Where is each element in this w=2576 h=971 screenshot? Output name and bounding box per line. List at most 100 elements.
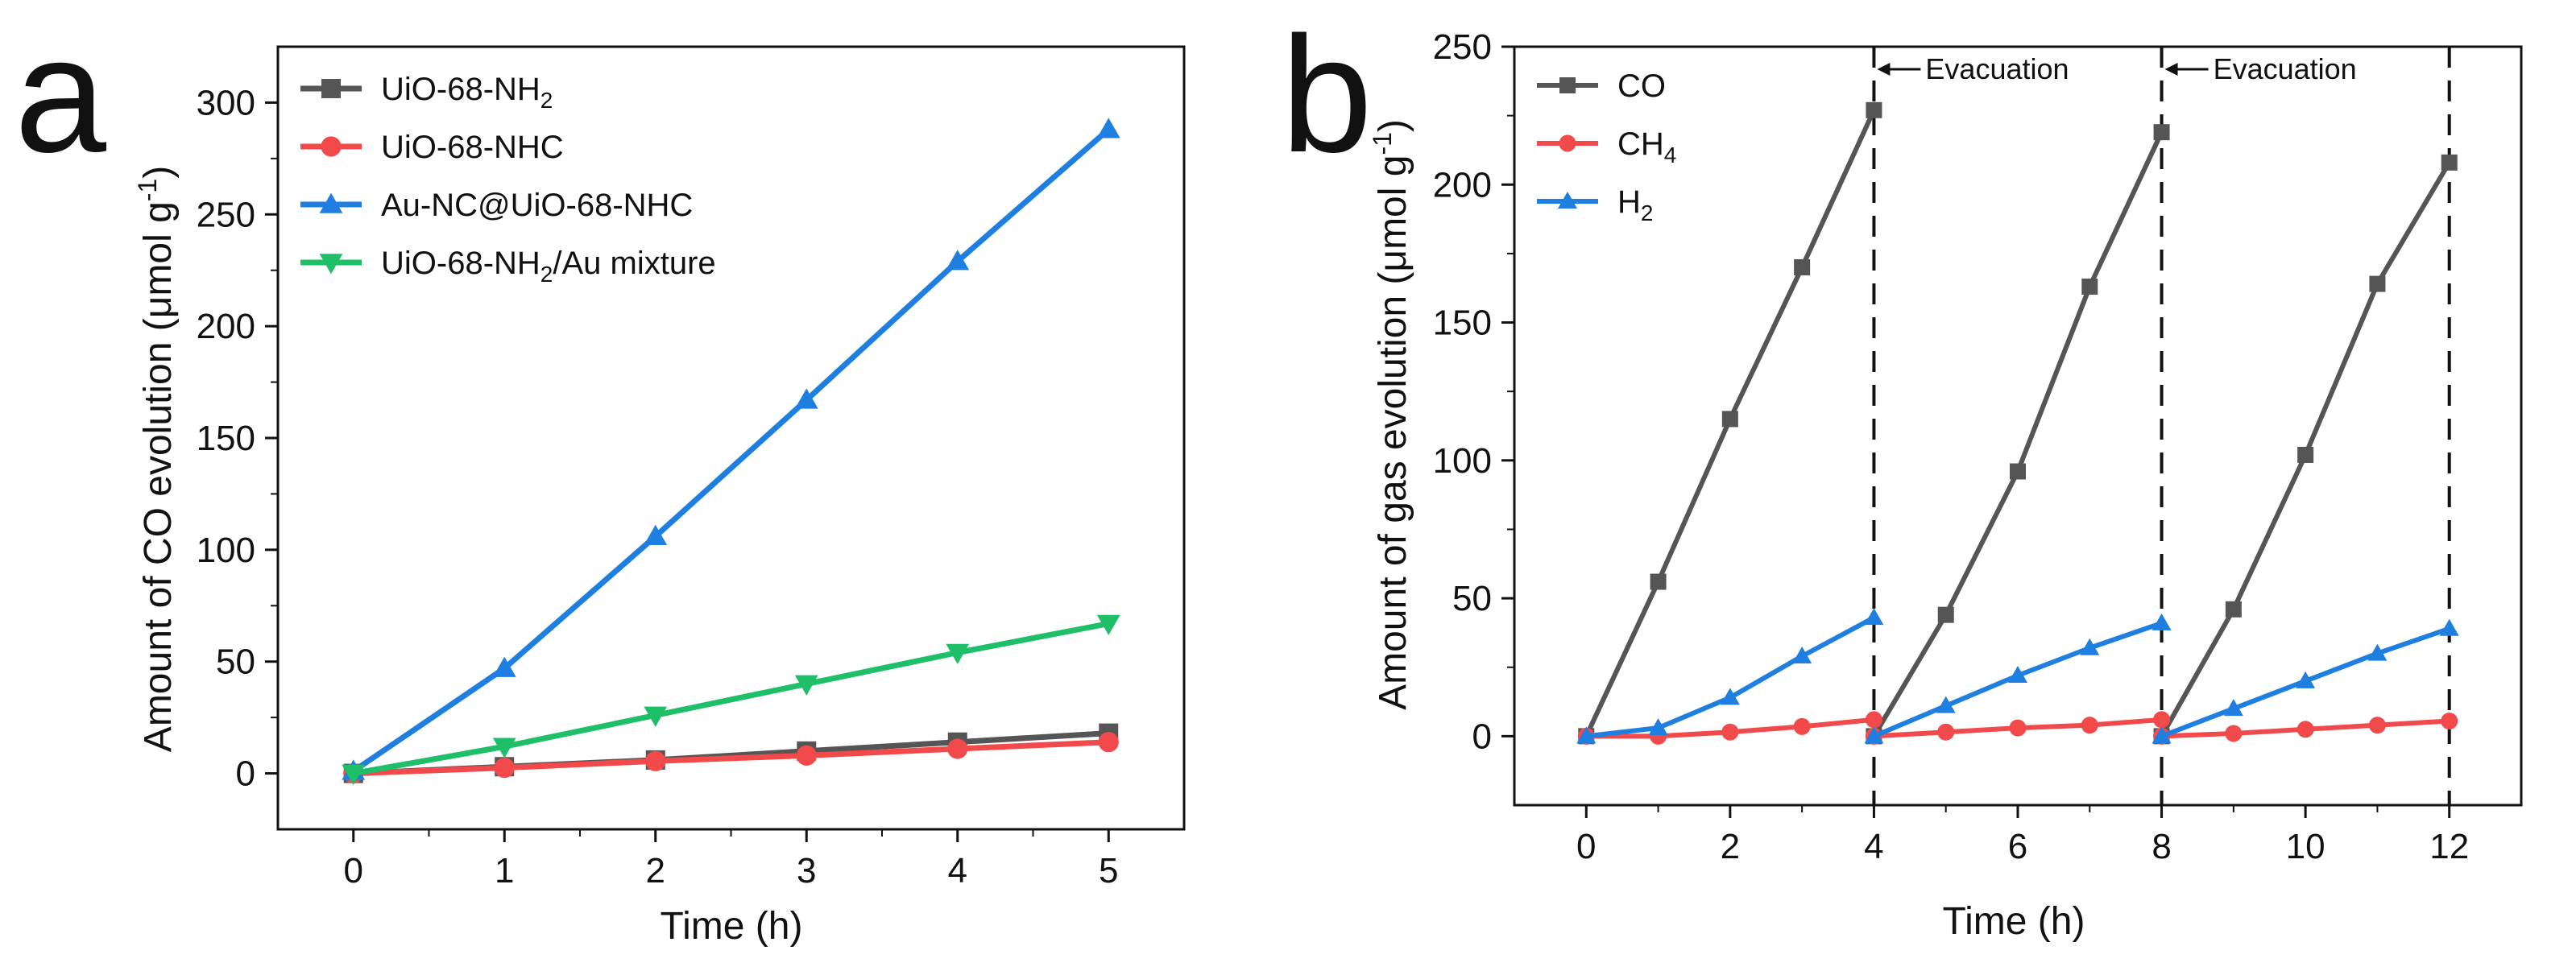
data-point-CO: [1721, 411, 1738, 428]
data-point-CH4: [1721, 723, 1739, 741]
data-point-H2: [1576, 726, 1597, 744]
data-point-CO: [2441, 154, 2458, 171]
data-point-UiO-68-NHC: [1098, 732, 1119, 753]
data-point-H2: [2151, 613, 2172, 630]
data-point-UiO-68-NH2/Au mixture: [342, 764, 366, 785]
panel-b: b 0 2 4 6 8 10 12 0 50 100 150 200 250 Evacuation Evac…: [1281, 2, 2523, 943]
data-point-UiO-68-NH2/Au mixture: [644, 706, 668, 727]
x-axis-title-a: Time (h): [661, 905, 803, 948]
data-point-UiO-68-NHC: [645, 750, 666, 771]
data-point-H2: [1864, 608, 1884, 626]
y-tick-label-a: 100: [197, 531, 255, 570]
data-point-CO: [2369, 275, 2386, 292]
data-point-H2: [2367, 643, 2388, 661]
annotation-text-1: Evacuation: [2214, 52, 2357, 85]
y-tick-label-b: 50: [1452, 579, 1492, 618]
data-point-UiO-68-NH2/Au mixture: [1096, 614, 1120, 635]
data-point-CH4: [1793, 717, 1811, 735]
data-point-UiO-68-NHC: [494, 758, 515, 779]
legend-label-CO: CO: [1617, 68, 1666, 104]
annotation-text-0: Evacuation: [1925, 52, 2069, 85]
x-tick-label-b: 10: [2286, 827, 2325, 866]
data-point-CH4: [2225, 725, 2243, 742]
legend-label-Au-NC@UiO-68-NHC: Au-NC@UiO-68-NHC: [381, 188, 693, 223]
data-point-H2: [2296, 671, 2316, 688]
x-tick-label-b: 6: [2008, 827, 2027, 866]
series-line-UiO-68-NHC: [353, 739, 1109, 777]
data-point-CO: [2297, 446, 2314, 463]
y-tick-label-b: 150: [1433, 304, 1492, 343]
data-point-CH4: [2081, 717, 2098, 734]
legend-marker-CH4: [1559, 134, 1576, 152]
data-point-CH4: [2009, 719, 2027, 737]
data-point-H2: [2151, 726, 2172, 744]
legend-label-H2: H2: [1617, 184, 1653, 225]
y-tick-label-b: 100: [1433, 441, 1492, 481]
series-line-UiO-68-NH2/Au mixture: [353, 621, 1109, 777]
data-point-CH4: [2441, 713, 2458, 730]
legend-label-UiO-68-NH2/Au mixture: UiO-68-NH2/Au mixture: [381, 246, 716, 287]
data-point-UiO-68-NHC: [796, 745, 817, 766]
annotation-arrow-head: [1877, 63, 1891, 76]
data-point-H2: [1936, 696, 1956, 713]
legend-label-UiO-68-NH2: UiO-68-NH2: [381, 72, 553, 113]
y-tick-label-a: 250: [197, 195, 255, 234]
y-tick-label-b: 0: [1472, 717, 1492, 756]
data-point-H2: [2080, 638, 2100, 655]
y-tick-label-b: 250: [1433, 27, 1492, 67]
data-point-CO: [1794, 259, 1811, 276]
data-point-Au-NC@UiO-68-NHC: [794, 388, 818, 409]
plot-b-area: 0 2 4 6 8 10 12 0 50 100 150 200 250 Evacuation Evacua…: [1433, 27, 2523, 866]
y-axis-title-b-main: Amount of gas evolution (μmol g: [1372, 155, 1414, 710]
data-point-Au-NC@UiO-68-NHC: [644, 524, 668, 545]
legend-marker-UiO-68-NHC: [321, 136, 342, 157]
y-tick-label-a: 0: [236, 754, 255, 794]
data-point-Au-NC@UiO-68-NHC: [946, 250, 970, 271]
x-tick-label-a: 2: [646, 851, 665, 890]
x-tick-label-a: 3: [797, 851, 816, 890]
series-line-CO: [1871, 130, 2164, 738]
legend-marker-UiO-68-NH2/Au mixture: [319, 254, 343, 275]
data-point-UiO-68-NHC: [947, 738, 968, 759]
y-axis-title-b: Amount of gas evolution (μmol g-1): [1368, 119, 1414, 710]
x-tick-label-a: 4: [948, 851, 967, 890]
y-tick-label-a: 50: [216, 643, 255, 682]
x-tick-label-b: 0: [1576, 827, 1596, 866]
data-point-CH4: [2296, 721, 2314, 738]
series-line-Au-NC@UiO-68-NHC: [351, 127, 1111, 774]
legend-marker-Au-NC@UiO-68-NHC: [319, 192, 343, 213]
data-point-CO: [2225, 601, 2242, 618]
data-point-CO: [1650, 573, 1667, 590]
series-line-H2: [1585, 615, 1875, 739]
data-point-H2: [2008, 666, 2027, 684]
x-tick-label-b: 2: [1721, 827, 1740, 866]
data-point-Au-NC@UiO-68-NHC: [1096, 118, 1120, 138]
data-point-H2: [1648, 718, 1668, 736]
data-point-UiO-68-NH2/Au mixture: [794, 675, 818, 696]
legend-marker-CO: [1559, 77, 1576, 93]
annotation-arrow-head: [2164, 63, 2178, 76]
data-point-CO: [1937, 606, 1954, 623]
x-axis-title-b: Time (h): [1943, 900, 2085, 943]
y-tick-label-a: 300: [197, 83, 255, 122]
data-point-UiO-68-NH2/Au mixture: [492, 738, 516, 758]
data-point-CH4: [2368, 717, 2386, 734]
x-tick-label-a: 0: [344, 851, 363, 890]
x-tick-label-b: 12: [2429, 827, 2469, 866]
y-axis-title-a: Amount of CO evolution (μmol g-1): [133, 166, 180, 752]
y-axis-title-a-main: Amount of CO evolution (μmol g: [137, 201, 180, 752]
data-point-CO: [2010, 463, 2026, 480]
x-tick-label-b: 8: [2151, 827, 2171, 866]
data-point-H2: [1720, 688, 1740, 705]
panel-label-b: b: [1281, 2, 1373, 187]
x-tick-label-a: 1: [495, 851, 514, 890]
legend-label-CH4: CH4: [1617, 126, 1676, 167]
y-axis-title-b-sup: -1: [1368, 132, 1397, 155]
legend-marker-UiO-68-NH2: [321, 79, 341, 98]
data-point-CO: [2081, 279, 2098, 295]
y-tick-label-a: 150: [197, 419, 255, 458]
legend-label-UiO-68-NHC: UiO-68-NHC: [381, 130, 564, 165]
